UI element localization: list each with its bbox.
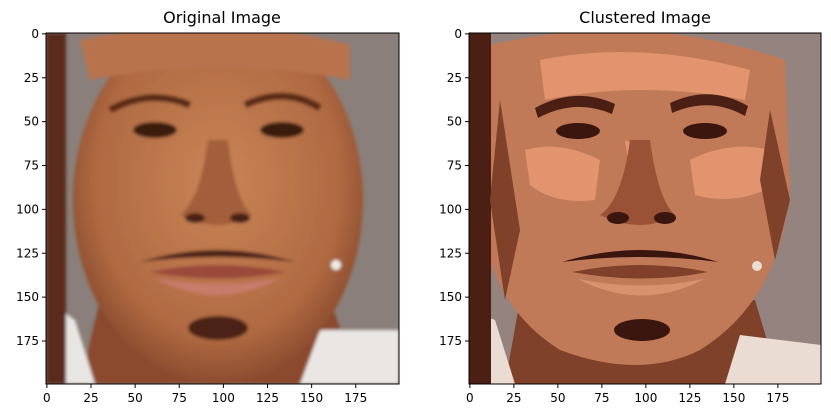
x-tick-label: 25 — [83, 391, 98, 405]
y-tick-label: 125 — [439, 246, 462, 260]
x-tick-label: 150 — [300, 391, 323, 405]
axes-frame — [468, 32, 822, 385]
y-tick-label: 100 — [16, 202, 39, 216]
y-tick-label: 25 — [24, 71, 39, 85]
x-tick-label: 0 — [466, 391, 474, 405]
y-tick-label: 0 — [454, 27, 462, 41]
y-tick-label: 25 — [447, 71, 462, 85]
y-tick-label: 50 — [447, 115, 462, 129]
y-tick-label: 175 — [16, 334, 39, 348]
x-tick-label: 75 — [594, 391, 609, 405]
y-tick-label: 0 — [31, 27, 39, 41]
y-tick-label: 50 — [24, 115, 39, 129]
clustered-image — [469, 33, 821, 384]
x-tick-label: 125 — [678, 391, 701, 405]
y-tick-label: 125 — [16, 246, 39, 260]
x-tick-label: 100 — [634, 391, 657, 405]
x-tick-label: 125 — [256, 391, 279, 405]
y-tick-label: 75 — [447, 159, 462, 173]
y-tick-label: 150 — [439, 290, 462, 304]
panel-original: Original Image — [16, 8, 400, 405]
x-tick-label: 25 — [506, 391, 521, 405]
x-tick-label: 0 — [43, 391, 51, 405]
chart-title: Clustered Image — [579, 8, 711, 27]
ticks-original: 0 25 50 75 100 125 150 175 0 25 50 75 100 125 150 175 — [16, 27, 367, 405]
y-tick-label: 75 — [24, 159, 39, 173]
axes-frame — [45, 32, 400, 385]
original-image — [46, 33, 399, 384]
x-tick-label: 150 — [722, 391, 745, 405]
panel-clustered: Clustered Image — [439, 8, 822, 405]
x-tick-label: 175 — [344, 391, 367, 405]
y-tick-label: 150 — [16, 290, 39, 304]
y-tick-label: 175 — [439, 334, 462, 348]
x-tick-label: 50 — [550, 391, 565, 405]
y-tick-label: 100 — [439, 202, 462, 216]
x-tick-label: 100 — [212, 391, 235, 405]
x-tick-label: 50 — [127, 391, 142, 405]
ticks-clustered: 0 25 50 75 100 125 150 175 0 25 50 75 100 125 150 175 — [439, 27, 789, 405]
x-tick-label: 75 — [172, 391, 187, 405]
chart-title: Original Image — [163, 8, 281, 27]
x-tick-label: 175 — [766, 391, 789, 405]
